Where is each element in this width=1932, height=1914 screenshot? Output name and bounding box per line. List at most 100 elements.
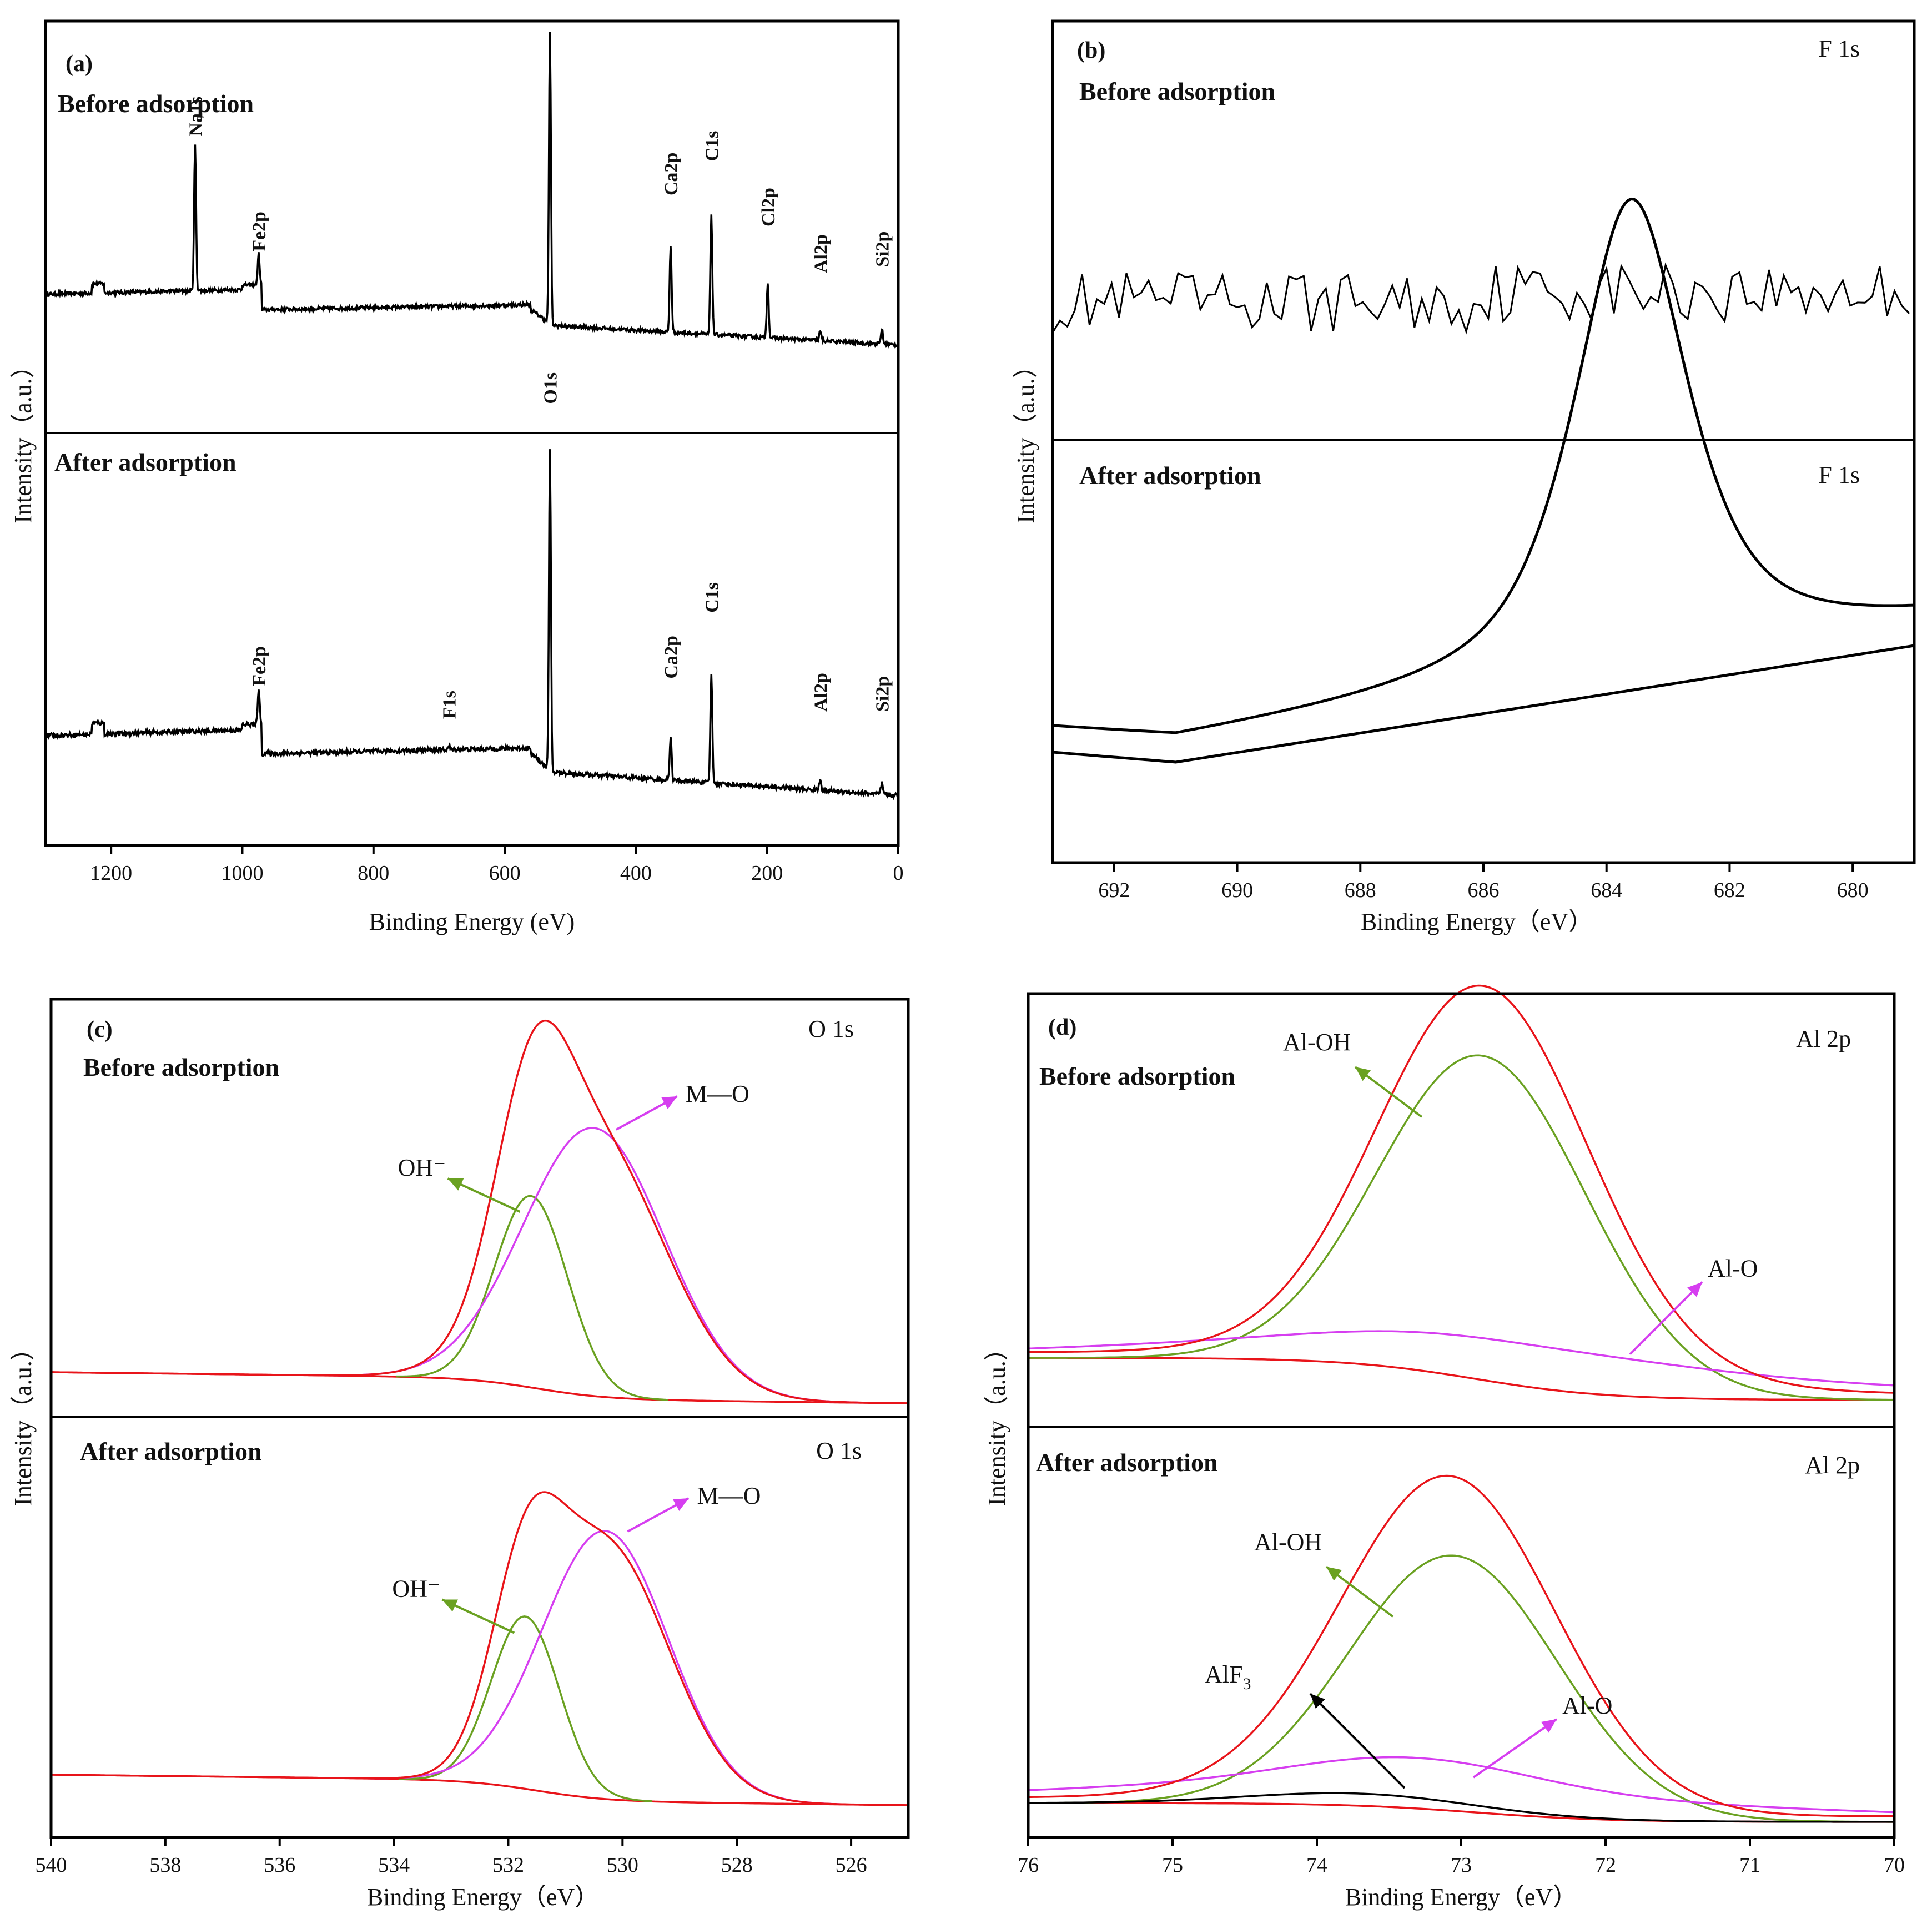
al2p-component-alf-1 [1028, 1792, 1894, 1823]
al2p-label-alo-0: Al-O [1708, 1255, 1758, 1282]
panel-c-frame [49, 998, 910, 1839]
al2p-label-aloh-1: Al-OH [1254, 1528, 1322, 1555]
x-tick-label: 800 [358, 862, 389, 885]
al2p-arrow-2-1 [1309, 1693, 1406, 1789]
survey-spectrum-before [44, 32, 899, 349]
o1s-component-oh-0 [396, 1195, 668, 1401]
al2p-envelope-1 [1028, 1474, 1894, 1817]
al2p-arrow-1-0-head [1687, 1282, 1702, 1297]
x-tick-label: 680 [1837, 879, 1869, 902]
panel-c-xlabel: Binding Energy（eV） [367, 1883, 599, 1911]
peak-label-na1s: Na1s [185, 97, 206, 137]
panel-b-frame [1051, 19, 1916, 864]
al2p-arrow-2-1-head [1310, 1694, 1325, 1709]
panel-d-curves [1028, 984, 1895, 1823]
panel-c-x-axis: 540 538 536 534 532 530 528 526 [36, 1837, 867, 1877]
x-tick-label: 690 [1221, 879, 1253, 902]
peak-label-ca2p: Ca2p [661, 636, 682, 678]
al2p-envelope-0 [1028, 984, 1895, 1394]
o1s-component-mo-1 [369, 1530, 842, 1805]
al2p-arrow-0-1-head [1326, 1567, 1342, 1581]
f1s-noise-before [1051, 262, 1910, 335]
oh-label-1: OH⁻ [392, 1575, 440, 1603]
x-tick-label: 538 [149, 1853, 181, 1877]
panel-d: 76 75 74 73 72 71 70 (d) Before adsorption Al … [983, 984, 1905, 1911]
panel-d-before-label: Before adsorption [1039, 1062, 1235, 1090]
panel-a-xlabel: Binding Energy (eV) [369, 908, 575, 935]
survey-spectrum-after [44, 449, 899, 800]
mo-label-1: M—O [697, 1482, 761, 1509]
peak-label-al2p: Al2p [811, 673, 831, 712]
x-tick-label: 74 [1306, 1853, 1327, 1877]
x-tick-label: 1000 [221, 862, 263, 885]
x-tick-label: 200 [751, 862, 783, 885]
x-tick-label: 0 [893, 862, 904, 885]
f1s-background-after [1052, 644, 1915, 764]
al2p-label-alf-1: AlF3 [1205, 1661, 1251, 1693]
panel-d-annotations: Al-OH Al-O Al-OH Al-O AlF3 [1205, 1029, 1758, 1789]
al2p-label-alo-1: Al-O [1562, 1692, 1612, 1719]
f1s-envelope-after [1052, 197, 1915, 734]
panel-b-ylabel: Intensity（a.u.） [1012, 354, 1039, 523]
x-tick-label: 528 [721, 1853, 753, 1877]
x-tick-label: 526 [836, 1853, 867, 1877]
x-tick-label: 684 [1591, 879, 1622, 902]
panel-c-letter: (c) [87, 1017, 113, 1042]
panel-a-after-label: After adsorption [54, 448, 237, 476]
x-tick-label: 73 [1451, 1853, 1472, 1877]
x-tick-label: 536 [264, 1853, 295, 1877]
panel-d-ylabel: Intensity（a.u.） [983, 1336, 1010, 1506]
mo-arrow-0-head [661, 1096, 677, 1109]
al2p-arrow-1-0 [1629, 1281, 1703, 1356]
panel-b-after-region: F 1s [1818, 461, 1860, 488]
panel-d-before-region: Al 2p [1796, 1025, 1851, 1052]
oh-arrow-1-head [442, 1599, 458, 1612]
panel-c-curves [51, 1019, 909, 1806]
panel-a-letter: (a) [66, 51, 93, 77]
al2p-label-aloh-0: Al-OH [1283, 1029, 1351, 1056]
panel-a: 1200 1000 800 600 400 200 0 (a) Before adsorpt… [9, 19, 904, 935]
peak-label-c1s: C1s [702, 582, 722, 613]
panel-c-before-label: Before adsorption [83, 1053, 279, 1081]
peak-label-ca2p: Ca2p [661, 153, 682, 195]
peak-label-cl2p: Cl2p [758, 188, 779, 226]
panel-c-ylabel: Intensity（a.u.） [9, 1336, 37, 1506]
panel-d-xlabel: Binding Energy（eV） [1345, 1883, 1577, 1911]
o1s-envelope-0 [51, 1019, 909, 1404]
x-tick-label: 600 [489, 862, 521, 885]
x-tick-label: 686 [1468, 879, 1500, 902]
x-tick-label: 530 [607, 1853, 638, 1877]
peak-label-fe2p: Fe2p [249, 211, 270, 251]
al2p-component-alo-0 [1028, 1330, 1895, 1387]
peak-label-si2p: Si2p [872, 676, 893, 712]
panel-a-peak-labels: Na1sFe2pO1sCa2pC1sCl2pAl2pSi2pFe2pF1sO1s… [185, 97, 893, 719]
peak-label-al2p: Al2p [811, 234, 831, 273]
oh-label-0: OH⁻ [398, 1154, 446, 1181]
mo-label-0: M—O [686, 1080, 749, 1107]
panel-c-before-region: O 1s [808, 1015, 854, 1042]
panel-d-letter: (d) [1048, 1015, 1076, 1040]
panel-b-before-label: Before adsorption [1079, 77, 1275, 105]
peak-label-o1s: O1s [541, 372, 561, 404]
panel-b-curves [1051, 197, 1915, 764]
panel-a-before-label: Before adsorption [58, 89, 254, 118]
panel-d-x-axis: 76 75 74 73 72 71 70 [1018, 1837, 1905, 1877]
peak-label-f1s: F1s [440, 691, 460, 719]
x-tick-label: 532 [492, 1853, 524, 1877]
o1s-background-1 [51, 1774, 908, 1806]
panel-b-xlabel: Binding Energy（eV） [1361, 908, 1593, 935]
x-tick-label: 540 [36, 1853, 67, 1877]
panel-c-after-region: O 1s [816, 1437, 862, 1464]
x-tick-label: 400 [620, 862, 652, 885]
panel-b: 692 690 688 686 684 682 680 (b) Before adsorpt… [1012, 19, 1916, 935]
panel-c-annotations: OH⁻ M—O OH⁻ M—O [392, 1080, 761, 1634]
peak-label-si2p: Si2p [872, 231, 893, 267]
x-tick-label: 692 [1098, 879, 1130, 902]
o1s-component-oh-1 [398, 1615, 652, 1802]
x-tick-label: 534 [378, 1853, 410, 1877]
panel-a-curves [44, 32, 899, 800]
panel-c-after-label: After adsorption [80, 1437, 262, 1465]
peak-label-c1s: C1s [702, 131, 722, 162]
x-tick-label: 70 [1884, 1853, 1905, 1877]
